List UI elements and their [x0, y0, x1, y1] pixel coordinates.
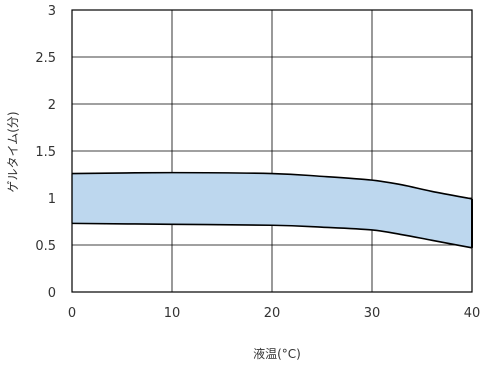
x-tick-label: 0: [68, 306, 76, 321]
y-tick-label: 0: [48, 286, 56, 301]
band-lower-line: [71, 222, 473, 249]
x-axis-title: 液温(°C): [253, 346, 301, 361]
band-upper-line: [71, 171, 473, 200]
x-tick-label: 10: [164, 306, 181, 321]
x-tick-label: 20: [264, 306, 281, 321]
grid-lines: [72, 10, 472, 292]
x-tick-labels: 0 10 20 30 40: [68, 306, 480, 321]
y-tick-label: 2: [48, 98, 56, 113]
y-axis-title: ゲルタイム(分): [6, 111, 20, 192]
x-tick-label: 30: [364, 306, 381, 321]
y-tick-label: 1: [48, 192, 56, 207]
y-tick-label: 1.5: [35, 145, 56, 160]
y-tick-label: 3: [48, 4, 56, 19]
x-tick-label: 40: [464, 306, 481, 321]
y-tick-label: 2.5: [35, 51, 56, 66]
band-area: [72, 172, 472, 248]
plot-frame: [71, 9, 473, 293]
y-tick-labels: 0 0.5 1 1.5 2 2.5 3: [35, 4, 56, 301]
y-tick-label: 0.5: [35, 239, 56, 254]
